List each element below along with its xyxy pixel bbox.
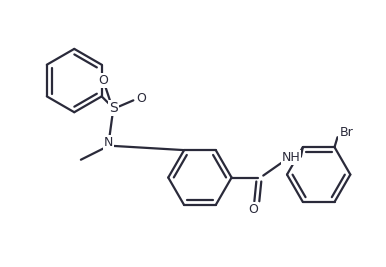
Text: N: N <box>104 136 113 150</box>
Text: S: S <box>109 101 118 115</box>
Text: NH: NH <box>282 151 300 164</box>
Text: Br: Br <box>339 126 353 139</box>
Text: O: O <box>99 74 108 87</box>
Text: O: O <box>249 203 258 216</box>
Text: O: O <box>136 92 146 105</box>
